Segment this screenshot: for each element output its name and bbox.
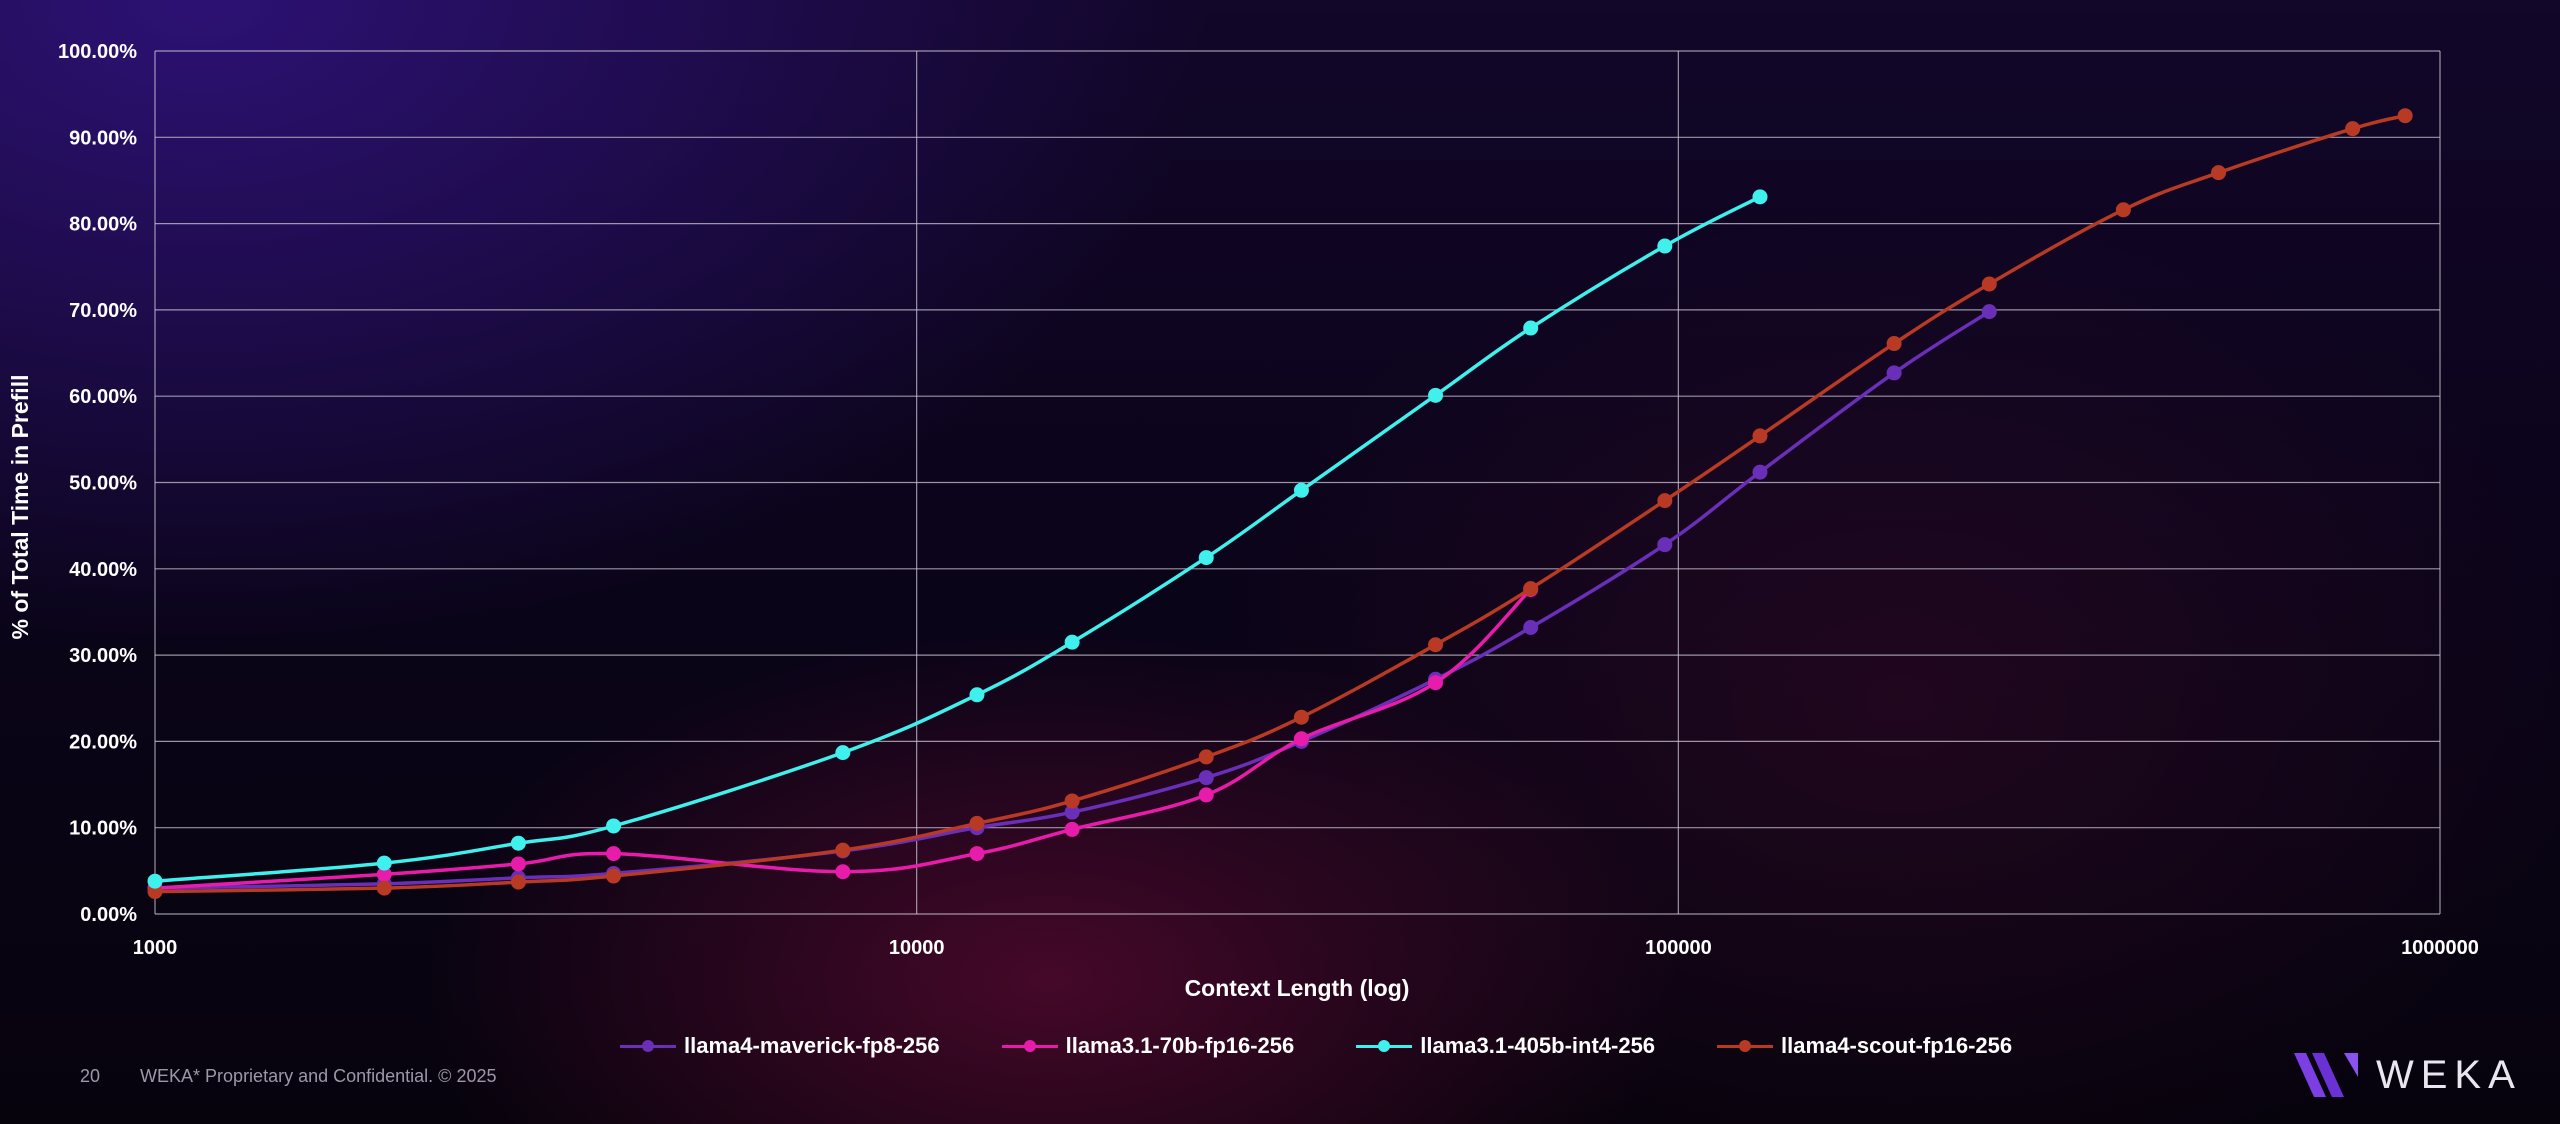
data-point <box>606 868 622 884</box>
weka-logo-icon <box>2294 1053 2358 1097</box>
data-point <box>376 866 392 882</box>
series-line <box>153 195 1762 883</box>
footer-text: WEKA* Proprietary and Confidential. © 20… <box>140 1066 497 1086</box>
y-tick-label: 90.00% <box>69 127 137 149</box>
data-point <box>1523 619 1539 635</box>
data-point <box>1293 731 1309 747</box>
data-point <box>1981 276 1997 292</box>
data-point <box>1064 634 1080 650</box>
y-tick-label: 50.00% <box>69 473 137 495</box>
data-point <box>2397 108 2413 124</box>
y-tick-label: 10.00% <box>69 818 137 840</box>
slide-footer: 20 WEKA* Proprietary and Confidential. ©… <box>80 1066 496 1087</box>
slide-number: 20 <box>80 1066 101 1086</box>
data-point <box>1886 365 1902 381</box>
data-point <box>1886 336 1902 352</box>
legend-item: llama3.1-405b-int4-256 <box>1356 1033 1655 1059</box>
data-point <box>2211 165 2227 181</box>
data-point <box>2345 121 2361 137</box>
legend-item: llama4-maverick-fp8-256 <box>620 1033 940 1059</box>
data-point <box>510 856 526 872</box>
series-llama3.1-405b-int4-256 <box>147 189 1768 889</box>
x-axis-title: Context Length (log) <box>1185 975 1410 1001</box>
legend-label: llama4-maverick-fp8-256 <box>684 1033 940 1058</box>
data-point <box>1428 637 1444 653</box>
data-point <box>510 835 526 851</box>
data-point <box>969 846 985 862</box>
y-tick-label: 100.00% <box>58 41 137 63</box>
legend-label: llama3.1-405b-int4-256 <box>1420 1033 1656 1058</box>
y-axis-title: % of Total Time in Prefill <box>7 375 33 640</box>
data-point <box>835 842 851 858</box>
legend-label: llama3.1-70b-fp16-256 <box>1065 1033 1295 1058</box>
x-tick-label: 1000 <box>133 937 178 959</box>
data-point <box>1198 770 1214 786</box>
legend-item: llama4-scout-fp16-256 <box>1717 1033 2012 1059</box>
y-tick-label: 0.00% <box>80 904 137 926</box>
data-point <box>1293 482 1309 498</box>
data-point <box>606 818 622 834</box>
legend-swatch <box>1356 1039 1413 1053</box>
data-point <box>1752 189 1768 205</box>
y-tick-label: 30.00% <box>69 645 137 667</box>
data-point <box>1293 709 1309 725</box>
data-point <box>1981 304 1997 320</box>
legend-swatch <box>1717 1039 1774 1053</box>
data-point <box>1198 550 1214 566</box>
data-point <box>1657 537 1673 553</box>
grid <box>154 50 2441 915</box>
chart-legend: llama4-maverick-fp8-256 llama3.1-70b-fp16… <box>620 1033 2012 1059</box>
data-point <box>835 745 851 761</box>
series-line <box>153 587 1533 890</box>
data-point <box>606 846 622 862</box>
axis-ticks: 0.00% 10.00% 20.00% 30.00% 40.00% 50.00% 60.00… <box>58 41 2479 959</box>
data-point <box>376 855 392 871</box>
legend-label: llama4-scout-fp16-256 <box>1781 1033 2013 1058</box>
data-point <box>1657 493 1673 509</box>
data-point <box>1752 464 1768 480</box>
data-point <box>1198 787 1214 803</box>
x-tick-label: 100000 <box>1645 937 1712 959</box>
series-llama4-scout-fp16-256 <box>147 108 2413 900</box>
y-tick-label: 60.00% <box>69 386 137 408</box>
brand: WEKA <box>2292 1050 2522 1100</box>
data-point <box>1198 749 1214 765</box>
data-point <box>1064 804 1080 820</box>
data-point <box>376 880 392 896</box>
data-point <box>147 884 163 900</box>
data-point <box>1064 821 1080 837</box>
legend-item: llama3.1-70b-fp16-256 <box>1001 1033 1295 1059</box>
data-point <box>1428 387 1444 403</box>
data-point <box>147 873 163 889</box>
data-point <box>510 874 526 890</box>
data-point <box>1657 238 1673 254</box>
data-point <box>969 687 985 703</box>
plot-series <box>147 108 2413 900</box>
brand-name: WEKA <box>2376 1052 2522 1097</box>
legend-swatch <box>620 1039 676 1053</box>
legend-swatch <box>1001 1039 1058 1053</box>
x-tick-label: 1000000 <box>2401 937 2479 959</box>
y-tick-label: 20.00% <box>69 731 137 753</box>
data-point <box>1428 675 1444 691</box>
x-tick-label: 10000 <box>889 937 945 959</box>
y-tick-label: 40.00% <box>69 559 137 581</box>
data-point <box>1752 428 1768 444</box>
data-point <box>1523 581 1539 597</box>
series-line <box>153 113 2407 894</box>
data-point <box>835 864 851 880</box>
data-point <box>969 815 985 831</box>
data-point <box>2115 202 2131 218</box>
y-tick-label: 70.00% <box>69 300 137 322</box>
y-tick-label: 80.00% <box>69 214 137 236</box>
data-point <box>1064 793 1080 809</box>
data-point <box>1523 320 1539 336</box>
